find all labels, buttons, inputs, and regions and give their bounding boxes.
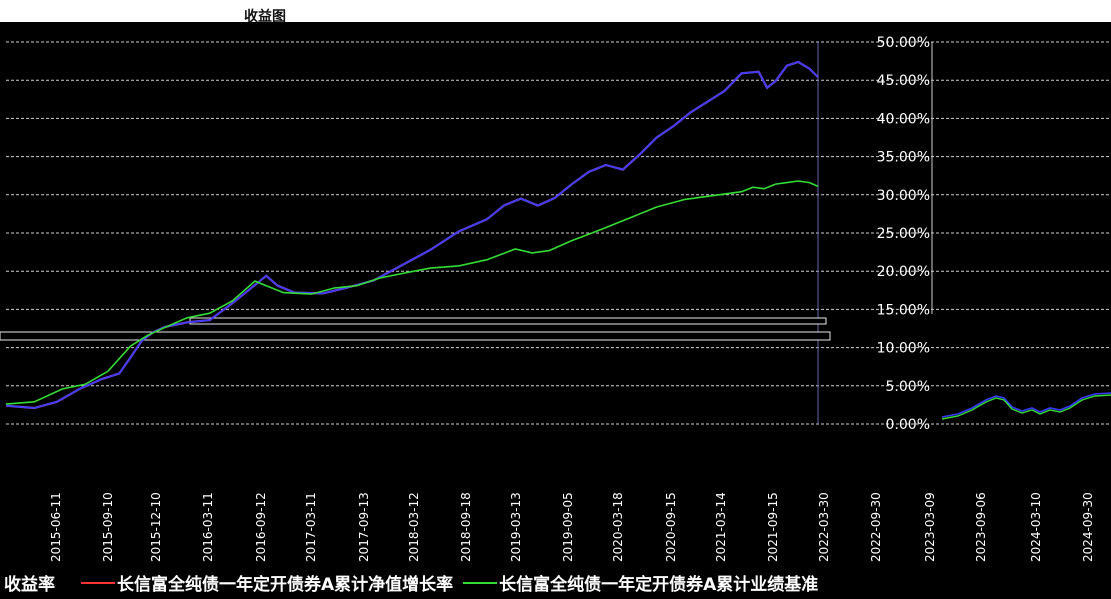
series-line-nav — [5, 61, 819, 409]
legend: 收益率 长信富全纯债一年定开债券A累计净值增长率 长信富全纯债一年定开债券A累计… — [0, 566, 1111, 599]
legend-swatch-nav — [81, 581, 115, 584]
x-tick-label: 2016-09-12 — [254, 492, 268, 562]
x-tick-label: 2016-03-11 — [201, 492, 215, 562]
x-tick-label: 2023-03-09 — [923, 492, 937, 562]
x-tick-label: 2020-09-15 — [664, 492, 678, 562]
x-tick-label: 2017-09-13 — [357, 492, 371, 562]
x-tick-label: 2019-09-05 — [561, 492, 575, 562]
chart-area: 0.00% 5.00% 10.00% 15.00% 20.00% 25.00% 30.00%… — [0, 22, 1111, 570]
x-tick-label: 2018-09-18 — [459, 492, 473, 562]
legend-swatch-benchmark — [463, 581, 498, 584]
chart-background — [0, 22, 1111, 566]
x-tick-label: 2015-12-10 — [149, 492, 163, 562]
y-tick-label: 0.00% — [886, 417, 930, 433]
y-tick-label: 10.00% — [877, 341, 930, 357]
x-tick-label: 2024-03-10 — [1029, 492, 1043, 562]
overlay-band — [189, 317, 827, 325]
legend-label-benchmark: 长信富全纯债一年定开债券A累计业绩基准 — [499, 575, 819, 595]
y-tick-label: 25.00% — [877, 226, 930, 242]
x-tick-label: 2015-09-10 — [101, 492, 115, 562]
x-tick-label: 2023-09-06 — [974, 492, 988, 562]
x-tick-label: 2017-03-11 — [304, 492, 318, 562]
chart-title: 收益图 — [244, 9, 286, 25]
x-tick-label: 2024-09-30 — [1081, 492, 1095, 562]
y-tick-label: 30.00% — [877, 188, 930, 204]
series-line-benchmark — [5, 180, 819, 405]
y-tick-label: 5.00% — [886, 379, 930, 395]
x-tick-label: 2022-03-30 — [817, 492, 831, 562]
x-tick-label: 2022-09-30 — [869, 492, 883, 562]
y-tick-label: 20.00% — [877, 264, 930, 280]
legend-prefix: 收益率 — [4, 575, 55, 595]
legend-item-benchmark: 长信富全纯债一年定开债券A累计业绩基准 — [463, 570, 818, 595]
x-tick-label: 2015-06-11 — [49, 492, 63, 562]
overlay-band — [0, 331, 831, 341]
return-chart: 0.00% 5.00% 10.00% 15.00% 20.00% 25.00% 30.00%… — [0, 22, 1111, 566]
y-tick-label: 40.00% — [877, 111, 930, 127]
y-tick-label: 15.00% — [877, 302, 930, 318]
x-tick-label: 2021-09-15 — [766, 492, 780, 562]
mini-series-nav — [941, 392, 1111, 418]
y-tick-label: 50.00% — [877, 35, 930, 51]
x-tick-label: 2021-03-14 — [714, 492, 728, 562]
x-tick-label: 2018-03-12 — [407, 492, 421, 562]
legend-label-nav: 长信富全纯债一年定开债券A累计净值增长率 — [117, 575, 454, 595]
y-tick-label: 45.00% — [877, 73, 930, 89]
x-tick-label: 2019-03-13 — [509, 492, 523, 562]
mini-series-benchmark — [941, 394, 1111, 420]
legend-item-nav: 长信富全纯债一年定开债券A累计净值增长率 — [81, 570, 453, 595]
y-tick-label: 35.00% — [877, 150, 930, 166]
x-tick-label: 2020-03-18 — [611, 492, 625, 562]
